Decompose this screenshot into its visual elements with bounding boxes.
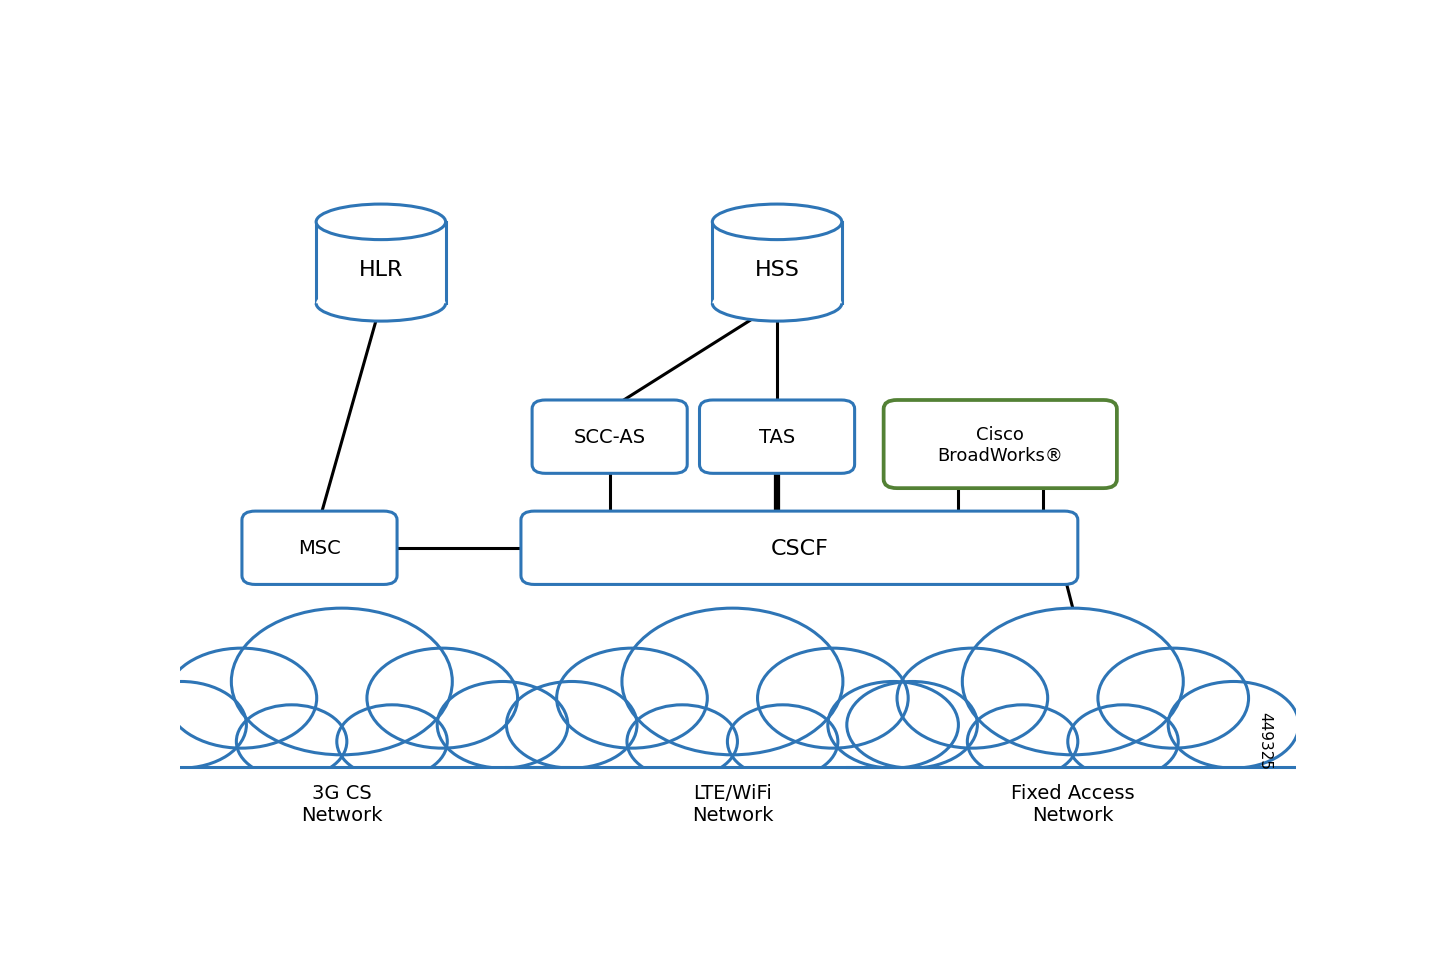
FancyBboxPatch shape xyxy=(533,401,687,474)
Polygon shape xyxy=(835,767,1310,804)
Polygon shape xyxy=(495,767,969,804)
Text: HLR: HLR xyxy=(359,259,403,280)
Circle shape xyxy=(1068,705,1178,778)
Text: LTE/WiFi
Network: LTE/WiFi Network xyxy=(691,783,773,824)
Circle shape xyxy=(968,705,1077,778)
Text: CSCF: CSCF xyxy=(770,538,828,558)
Circle shape xyxy=(367,649,517,749)
Ellipse shape xyxy=(713,205,842,240)
Polygon shape xyxy=(851,617,1295,752)
Polygon shape xyxy=(511,617,953,752)
Circle shape xyxy=(828,681,959,769)
Circle shape xyxy=(438,681,567,769)
FancyBboxPatch shape xyxy=(884,401,1117,488)
Circle shape xyxy=(897,649,1048,749)
Text: 3G CS
Network: 3G CS Network xyxy=(301,783,383,824)
Circle shape xyxy=(727,705,838,778)
Text: TAS: TAS xyxy=(759,428,795,447)
Circle shape xyxy=(236,705,347,778)
Circle shape xyxy=(626,705,737,778)
Text: 449325: 449325 xyxy=(1257,712,1273,770)
Circle shape xyxy=(962,608,1184,755)
Circle shape xyxy=(337,705,448,778)
Ellipse shape xyxy=(317,286,445,322)
Text: SCC-AS: SCC-AS xyxy=(573,428,645,447)
Circle shape xyxy=(622,608,842,755)
FancyBboxPatch shape xyxy=(700,401,854,474)
Text: MSC: MSC xyxy=(298,539,341,557)
Ellipse shape xyxy=(317,205,445,240)
Circle shape xyxy=(847,681,978,769)
Text: Cisco
BroadWorks®: Cisco BroadWorks® xyxy=(937,425,1063,464)
Polygon shape xyxy=(317,223,445,304)
Text: Fixed Access
Network: Fixed Access Network xyxy=(1011,783,1135,824)
FancyBboxPatch shape xyxy=(242,511,397,585)
Circle shape xyxy=(232,608,452,755)
Circle shape xyxy=(557,649,707,749)
Circle shape xyxy=(166,649,317,749)
Circle shape xyxy=(757,649,909,749)
Polygon shape xyxy=(121,617,563,752)
Circle shape xyxy=(1097,649,1248,749)
Ellipse shape xyxy=(713,286,842,322)
Polygon shape xyxy=(713,223,842,304)
Polygon shape xyxy=(105,767,579,804)
Text: HSS: HSS xyxy=(755,259,799,280)
Circle shape xyxy=(507,681,636,769)
FancyBboxPatch shape xyxy=(521,511,1077,585)
Circle shape xyxy=(115,681,246,769)
Circle shape xyxy=(1168,681,1299,769)
